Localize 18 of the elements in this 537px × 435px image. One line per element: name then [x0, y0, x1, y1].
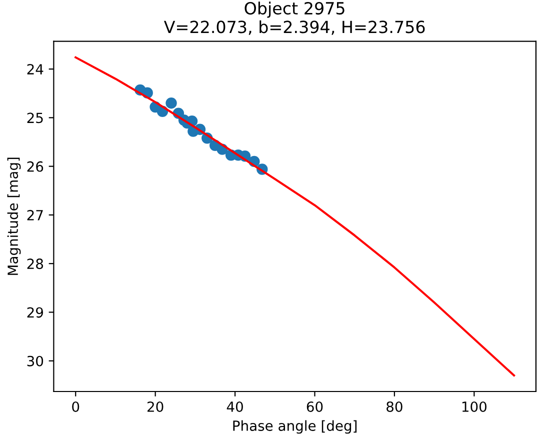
- x-tick-label: 40: [226, 401, 243, 412]
- y-tick-label: 27: [27, 210, 43, 220]
- x-tick-label: 0: [72, 401, 80, 412]
- y-axis-title: Magnitude [mag]: [7, 158, 21, 275]
- x-tick-label: 60: [306, 401, 323, 412]
- line-series: [74, 56, 516, 376]
- x-tick-label: 100: [462, 401, 486, 412]
- y-tick-label: 26: [27, 161, 44, 172]
- x-tick-label: 80: [386, 401, 402, 412]
- y-tick-label: 24: [27, 64, 44, 74]
- x-tick-label: 20: [148, 401, 164, 412]
- chart-title: Object 2975 V=22.073, b=2.394, H=23.756: [164, 2, 425, 35]
- y-tick-label: 28: [27, 258, 44, 270]
- y-tick-label: 29: [27, 307, 43, 318]
- y-tick-label: 25: [27, 112, 43, 124]
- y-tick-label: 30: [27, 356, 44, 366]
- x-axis-title: Phase angle [deg]: [233, 420, 357, 434]
- point: [166, 97, 177, 109]
